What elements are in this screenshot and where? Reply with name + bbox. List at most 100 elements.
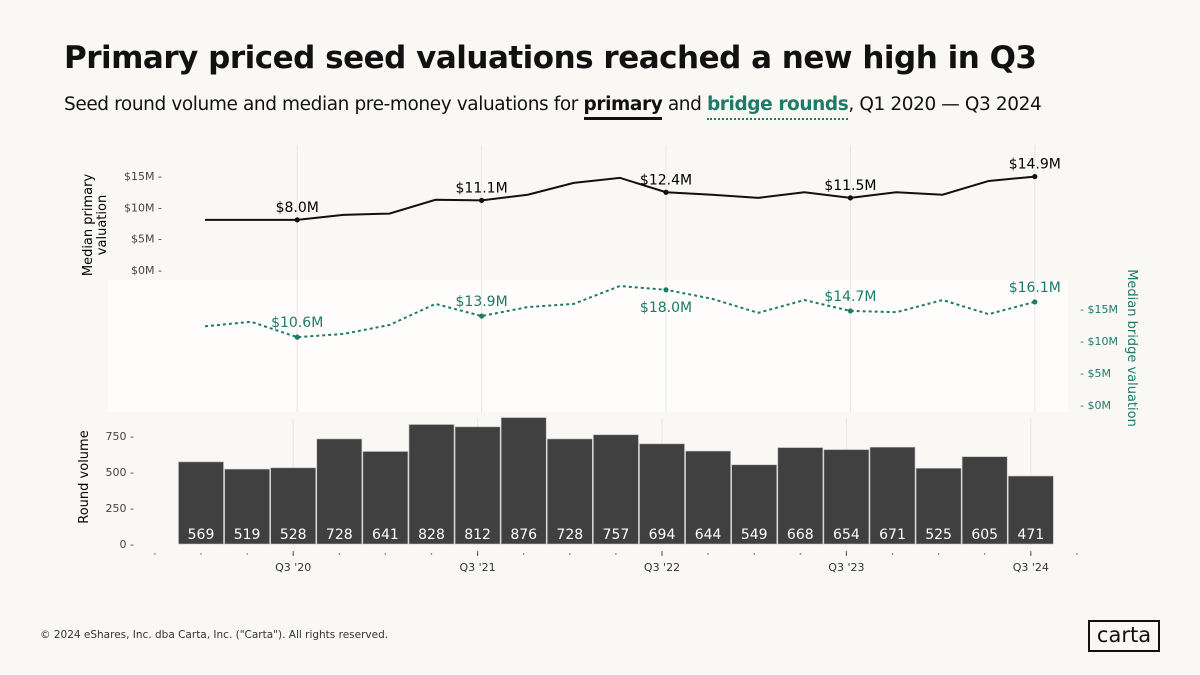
bar <box>777 447 824 545</box>
x-tick <box>523 553 525 555</box>
bar <box>224 468 270 545</box>
carta-logo: carta <box>1088 620 1160 652</box>
x-tick <box>246 553 248 555</box>
bar-value-label: 828 <box>418 527 445 543</box>
y-axis-label-volume: Round volume <box>77 430 92 523</box>
x-tick <box>707 553 709 555</box>
y-tick-label-volume: 250 - <box>106 502 134 515</box>
bar <box>823 449 870 545</box>
y-tick-label-bridge: - $10M <box>1080 335 1118 348</box>
bridge-data-label: $13.9M <box>456 294 508 310</box>
x-tick <box>891 553 894 555</box>
bar <box>593 434 639 545</box>
x-tick-label: Q3 '23 <box>828 561 864 574</box>
y-tick-label-primary: $5M - <box>131 233 162 246</box>
subtitle-text: Seed round volume and median pre-money v… <box>64 94 584 115</box>
bar-value-label: 644 <box>695 527 722 543</box>
x-tick <box>430 553 433 555</box>
bar-value-label: 528 <box>280 527 307 543</box>
bridge-data-label: $18.0M <box>640 300 692 316</box>
copyright: © 2024 eShares, Inc. dba Carta, Inc. ("C… <box>40 629 389 641</box>
x-tick-label: Q3 '24 <box>1013 561 1049 574</box>
bridge-point <box>479 313 485 319</box>
primary-point <box>294 217 300 223</box>
x-tick-label: Q3 '21 <box>460 561 496 574</box>
primary-legend: primary <box>583 94 663 120</box>
bar-value-label: 519 <box>234 527 261 543</box>
x-tick <box>384 553 387 555</box>
x-tick-label: Q3 '20 <box>275 561 311 574</box>
bar-value-label: 671 <box>879 527 906 543</box>
primary-point <box>847 195 854 201</box>
y-tick-label-primary: $15M - <box>124 170 162 183</box>
x-tick-label: Q3 '22 <box>644 561 680 574</box>
primary-point <box>663 189 669 195</box>
bridge-point <box>294 334 300 340</box>
y-tick-label-volume: 750 - <box>106 430 134 443</box>
subtitle: Seed round volume and median pre-money v… <box>64 94 1042 120</box>
y-axis-label-primary: valuation <box>95 195 110 255</box>
bar <box>546 438 593 545</box>
bar-value-label: 525 <box>925 527 952 543</box>
bar-value-label: 694 <box>649 527 676 543</box>
x-tick <box>615 553 617 555</box>
primary-data-label: $14.9M <box>1009 157 1061 173</box>
bridge-point <box>847 308 854 314</box>
bar <box>316 438 363 545</box>
subtitle-text: , Q1 2020 — Q3 2024 <box>848 94 1042 115</box>
bar-value-label: 757 <box>603 527 630 543</box>
primary-data-label: $11.1M <box>456 180 508 196</box>
x-tick <box>200 553 202 555</box>
bar <box>731 464 778 545</box>
primary-data-label: $12.4M <box>640 172 692 188</box>
y-tick-label-primary: $10M - <box>124 201 162 214</box>
bridge-data-label: $14.7M <box>824 289 876 305</box>
x-tick <box>937 553 940 555</box>
bar <box>961 456 1008 545</box>
subtitle-text: and <box>662 94 707 115</box>
x-tick <box>154 553 156 555</box>
bar <box>362 451 409 545</box>
bar-value-label: 641 <box>372 527 399 543</box>
x-tick <box>338 553 340 555</box>
bar-value-label: 728 <box>556 527 583 543</box>
bar <box>1007 475 1054 545</box>
y-tick-label-volume: 500 - <box>106 466 134 479</box>
bar <box>454 426 501 545</box>
bar <box>408 424 455 545</box>
bridge-data-label: $16.1M <box>1009 280 1061 296</box>
primary-data-label: $8.0M <box>276 200 319 216</box>
y-tick-label-bridge: - $5M <box>1080 367 1111 380</box>
primary-line <box>205 175 1035 221</box>
y-tick-label-primary: $0M - <box>131 264 162 277</box>
bar-value-label: 654 <box>833 527 860 543</box>
bar-value-label: 728 <box>326 527 353 543</box>
bar-value-label: 471 <box>1017 527 1044 543</box>
y-tick-label-bridge: - $0M <box>1080 399 1111 412</box>
bar-value-label: 605 <box>971 527 998 543</box>
bar <box>685 450 731 545</box>
page-title: Primary priced seed valuations reached a… <box>64 40 1037 76</box>
bar <box>915 467 962 545</box>
y-tick-label-bridge: - $15M <box>1080 303 1118 316</box>
bridge-panel <box>108 280 1068 412</box>
x-tick <box>753 553 755 555</box>
y-axis-label-bridge: Median bridge valuation <box>1124 269 1139 427</box>
x-tick <box>569 553 571 555</box>
bar <box>500 417 547 545</box>
bar-value-label: 569 <box>188 527 215 543</box>
bridge-point <box>1032 299 1038 305</box>
x-tick <box>984 553 986 555</box>
bar <box>270 467 317 545</box>
y-tick-label-volume: 0 - <box>120 538 134 551</box>
bar-value-label: 812 <box>464 527 491 543</box>
y-axis-label-primary: Median primary <box>81 174 96 277</box>
primary-data-label: $11.5M <box>824 178 876 194</box>
primary-point <box>1032 173 1038 180</box>
bar <box>869 446 916 545</box>
bar-value-label: 876 <box>510 527 537 543</box>
bar-value-label: 668 <box>787 527 814 543</box>
bridge-point <box>663 287 669 293</box>
primary-point <box>479 197 485 204</box>
x-tick <box>799 553 801 555</box>
